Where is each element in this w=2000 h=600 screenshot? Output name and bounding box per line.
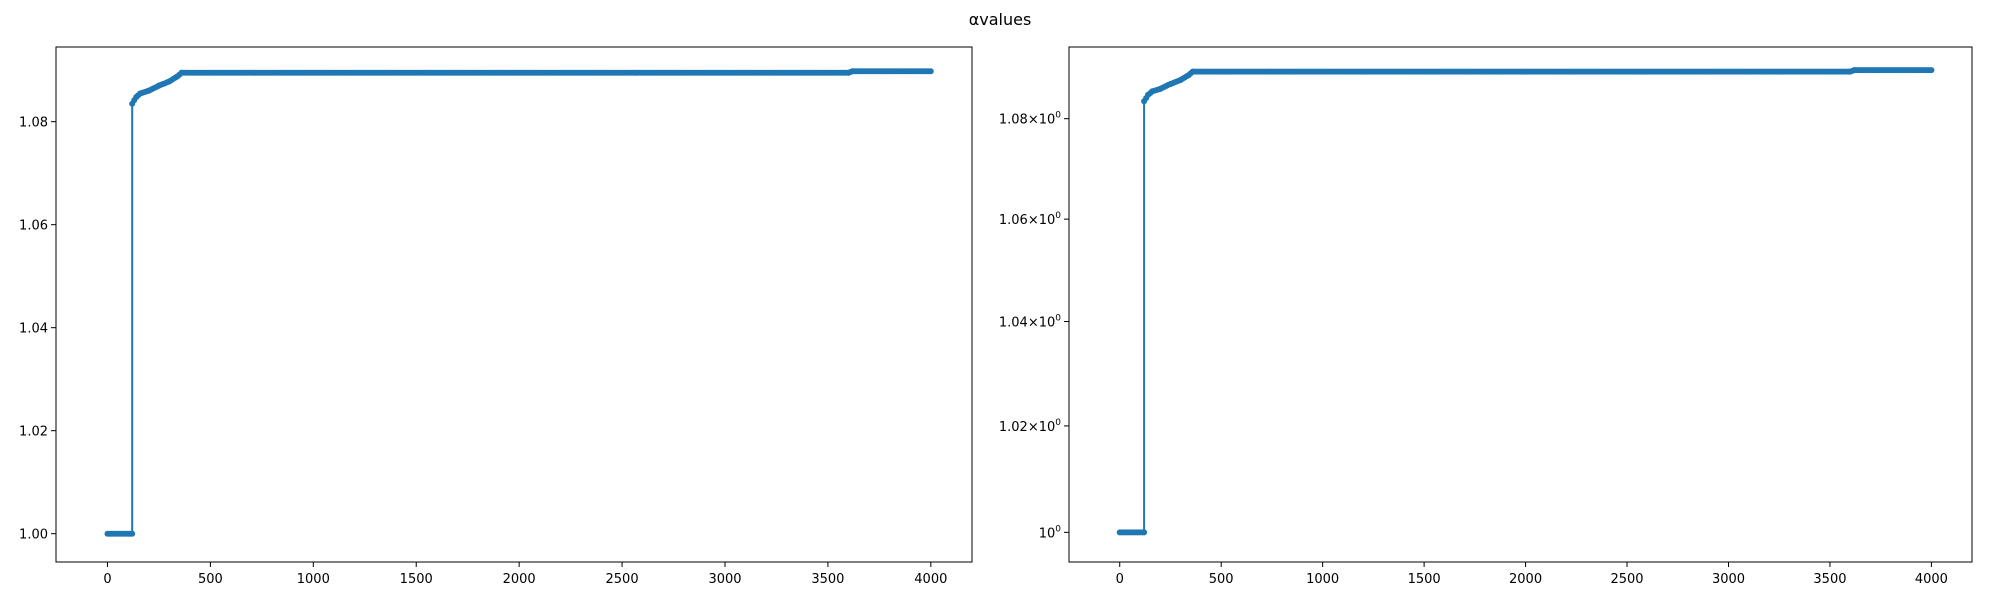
- data-point: [1141, 529, 1148, 536]
- axes-frame: [55, 46, 973, 563]
- x-tick-label: 500: [1209, 572, 1234, 587]
- x-tick-label: 0: [1116, 572, 1124, 587]
- x-tick-label: 3500: [811, 572, 844, 587]
- x-tick-label: 2500: [606, 572, 639, 587]
- x-tick-label: 0: [103, 572, 111, 587]
- x-tick-label: 1500: [1408, 572, 1441, 587]
- right-chart-panel: 0 500 1000 1500 2000 2500 3000 3500 4000 100 1.02×…: [999, 46, 1973, 587]
- data-point: [129, 530, 136, 537]
- x-tick-label: 2000: [503, 572, 536, 587]
- y-tick-label: 1.02×100: [999, 418, 1061, 435]
- y-tick-label: 1.06×100: [999, 211, 1061, 228]
- y-tick-label: 1.04: [19, 322, 48, 337]
- figure-suptitle: αvalues: [969, 10, 1032, 29]
- y-tick-label: 1.08×100: [999, 111, 1061, 128]
- y-tick-label: 1.02: [19, 425, 48, 440]
- data-point: [927, 68, 934, 75]
- x-tick-label: 3000: [1712, 572, 1745, 587]
- x-tick-label: 3500: [1813, 572, 1846, 587]
- series-line: [107, 70, 931, 535]
- y-tick-label: 1.08: [19, 116, 48, 131]
- x-tick-label: 1000: [297, 572, 330, 587]
- axes-frame: [1068, 46, 1973, 563]
- x-tick-label: 2000: [1509, 572, 1542, 587]
- y-tick-label: 1.00: [19, 528, 48, 543]
- x-tick-label: 1500: [400, 572, 433, 587]
- x-tick-label: 3000: [708, 572, 741, 587]
- x-tick-label: 1000: [1306, 572, 1339, 587]
- data-point: [1928, 67, 1935, 74]
- x-tick-label: 500: [198, 572, 223, 587]
- x-tick-label: 4000: [914, 572, 947, 587]
- series-line: [1119, 69, 1932, 534]
- x-tick-label: 2500: [1610, 572, 1643, 587]
- y-tick-label: 1.04×100: [999, 314, 1061, 331]
- left-chart-panel: 0 500 1000 1500 2000 2500 3000 3500 4000 1.00 1.02…: [19, 46, 973, 587]
- x-tick-label: 4000: [1915, 572, 1948, 587]
- y-tick-label: 100: [1039, 524, 1062, 541]
- y-tick-label: 1.06: [19, 219, 48, 234]
